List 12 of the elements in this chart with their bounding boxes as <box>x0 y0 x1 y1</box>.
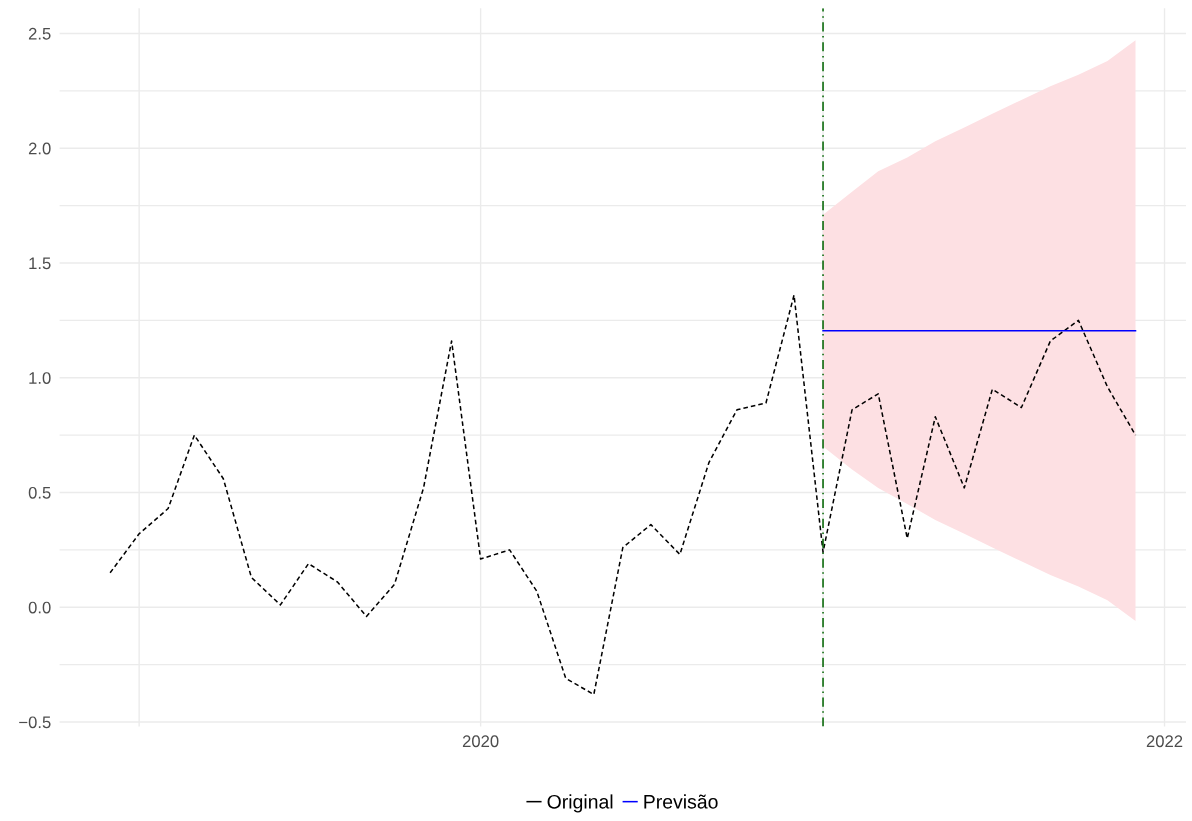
line-series <box>109 294 1137 696</box>
y-tick-label: 0.5 <box>28 486 51 499</box>
legend-label: Original <box>547 794 613 813</box>
legend-label: Previsão <box>644 794 718 809</box>
y-tick-label: 1.5 <box>29 257 51 270</box>
x-tick-label: 2020 <box>462 735 499 748</box>
x-tick-label: 2022 <box>1146 735 1183 748</box>
y-tick-label: −0.5 <box>19 716 51 729</box>
y-tick-label: 1.0 <box>29 372 51 384</box>
y-tick-label: 2.5 <box>28 27 51 40</box>
y-tick-label: 2.0 <box>28 142 51 155</box>
y-tick-label: 0.0 <box>28 601 51 614</box>
